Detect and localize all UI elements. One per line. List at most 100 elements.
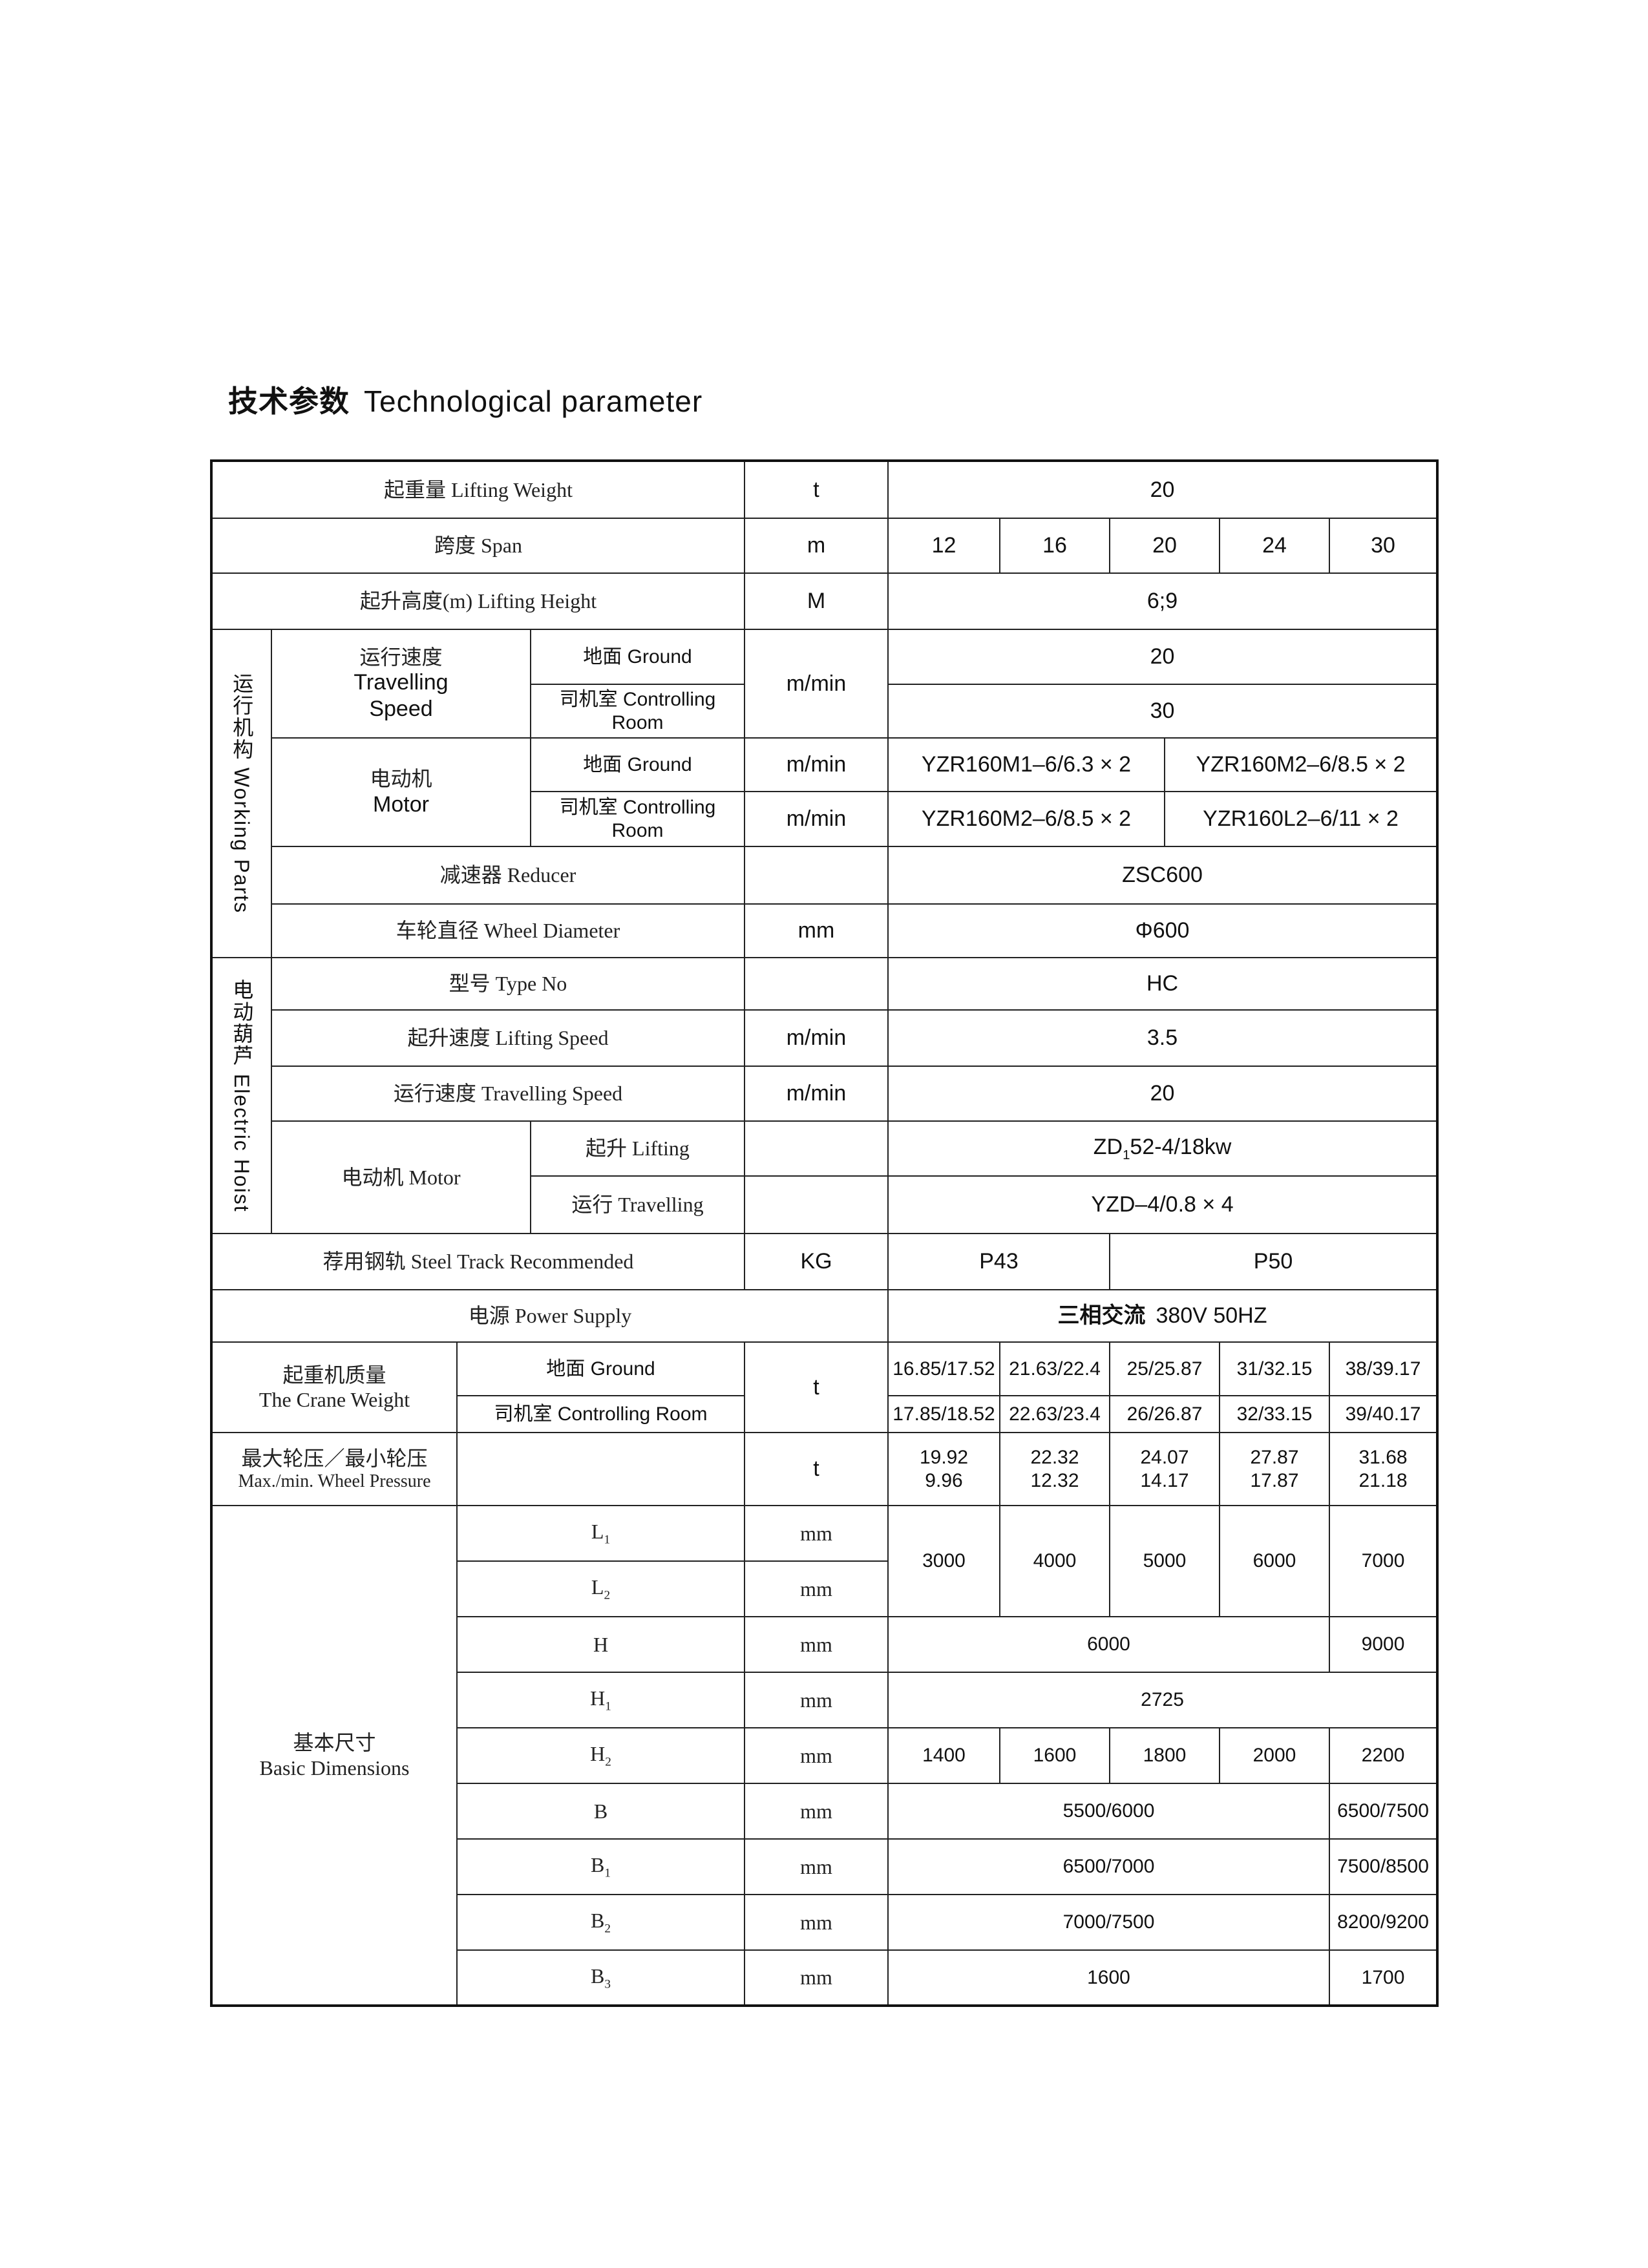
unit: m [744, 518, 889, 574]
value: 21.63/22.4 [999, 1341, 1110, 1396]
sym: H [590, 1742, 606, 1766]
sub: 3 [604, 1977, 611, 1991]
min: 21.18 [1358, 1469, 1408, 1491]
unit: mm [744, 1783, 889, 1840]
value: P50 [1108, 1233, 1439, 1290]
label-cn: 基本尺寸 [293, 1731, 376, 1755]
value: 1600 [887, 1949, 1330, 2006]
value: 8200/9200 [1328, 1894, 1439, 1951]
value: 20 [887, 460, 1439, 519]
motor-label: 电动机 Motor [271, 737, 531, 847]
row-lifting-height: 起升高度(m) Lifting Height M 6;9 [211, 572, 1439, 630]
value: 31.68 21.18 [1328, 1432, 1439, 1506]
sub: 1 [604, 1866, 611, 1880]
working-parts-label: 运行机构 Working Parts [211, 629, 272, 958]
value: 30 [887, 684, 1439, 739]
value-subscript: 1 [1123, 1148, 1130, 1162]
label: 电动机 Motor [271, 1120, 531, 1234]
value: 9000 [1328, 1616, 1439, 1673]
value: 7500/8500 [1328, 1838, 1439, 1895]
value: ZSC600 [887, 846, 1439, 905]
sub: 1 [604, 1533, 611, 1547]
row-B1: B1 mm 6500/7000 7500/8500 [211, 1838, 1439, 1895]
value: 20 [1109, 518, 1220, 574]
max: 27.87 [1250, 1446, 1299, 1468]
value: ZD152-4/18kw [887, 1120, 1439, 1177]
value: Φ600 [887, 903, 1439, 958]
value: 2725 [887, 1672, 1439, 1728]
symbol: B2 [456, 1894, 745, 1951]
row-hoist-motor-lifting: 电动机 Motor 起升 Lifting ZD152-4/18kw [211, 1120, 1439, 1234]
value: 25/25.87 [1109, 1341, 1220, 1396]
unit [744, 1175, 889, 1234]
page-title: 技术参数 Technological parameter [228, 378, 703, 421]
label-en: Travelling [354, 670, 449, 695]
sym: B [591, 1964, 605, 1988]
unit: m/min [744, 1009, 889, 1067]
sym: H [590, 1686, 606, 1710]
symbol: H1 [456, 1672, 745, 1728]
symbol: B3 [456, 1949, 745, 2006]
unit: mm [744, 1616, 889, 1673]
value: 7000/7500 [887, 1894, 1330, 1951]
value: 4000 [999, 1505, 1110, 1617]
row-B: B mm 5500/6000 6500/7500 [211, 1783, 1439, 1840]
unit: mm [744, 1949, 889, 2006]
min: 17.87 [1250, 1469, 1299, 1491]
max: 24.07 [1140, 1446, 1189, 1468]
label: 起升高度(m) Lifting Height [211, 572, 745, 630]
row-travelling-ground: 运行机构 Working Parts 运行速度 Travelling Speed… [211, 629, 1439, 958]
value: YZR160M2–6/8.5 × 2 [887, 791, 1165, 847]
label-en: Max./min. Wheel Pressure [238, 1471, 431, 1491]
value: 6500/7500 [1328, 1783, 1439, 1840]
value-text: 380V 50HZ [1156, 1303, 1267, 1328]
sub: 2 [605, 1755, 611, 1769]
value-text: ZD [1093, 1134, 1123, 1159]
value: 3.5 [887, 1009, 1439, 1067]
value: YZR160L2–6/11 × 2 [1163, 791, 1439, 847]
label: 起重量 Lifting Weight [211, 460, 745, 519]
value: 3000 [887, 1505, 1000, 1617]
label: 车轮直径 Wheel Diameter [271, 903, 745, 958]
sub-label: 地面 Ground [530, 737, 745, 792]
value: 22.63/23.4 [999, 1395, 1110, 1433]
sub-label: 起升 Lifting [530, 1120, 745, 1177]
electric-hoist-label: 电动葫芦 Electric Hoist [211, 957, 272, 1234]
row-hoist-lifting-speed: 起升速度 Lifting Speed m/min 3.5 [211, 1009, 1439, 1067]
value: 6500/7000 [887, 1838, 1330, 1895]
value: 19.92 9.96 [887, 1432, 1000, 1506]
value: 30 [1328, 518, 1439, 574]
row-L2: L2 mm [211, 1560, 1437, 1617]
symbol: B1 [456, 1838, 745, 1895]
label-cn: 电动机 [370, 767, 432, 791]
row-hoist-motor-travelling: 运行 Travelling YZD–4/0.8 × 4 [211, 1175, 1439, 1234]
crane-weight-label: 起重机质量 The Crane Weight [211, 1341, 458, 1433]
value: 24 [1219, 518, 1330, 574]
parameter-table: 起重量 Lifting Weight t 20 跨度 Span m 12 16 … [210, 459, 1439, 2007]
value: 6000 [887, 1616, 1330, 1673]
label-cn: 运行速度 [359, 646, 443, 669]
row-motor-controlling: 司机室 Controlling Room m/min YZR160M2–6/8.… [211, 791, 1439, 847]
value: 39/40.17 [1328, 1395, 1439, 1433]
row-H1: H1 mm 2725 [211, 1672, 1439, 1728]
min: 14.17 [1140, 1469, 1189, 1491]
unit: mm [744, 1838, 889, 1895]
label: 荐用钢轨 Steel Track Recommended [211, 1233, 745, 1290]
min: 12.32 [1030, 1469, 1079, 1491]
label: 运行速度 Travelling Speed [271, 1066, 745, 1122]
label-en: Speed [369, 697, 433, 722]
symbol: L1 [456, 1505, 745, 1562]
value: 6000 [1219, 1505, 1330, 1617]
label-cn: 起重机质量 [282, 1363, 386, 1387]
sub-label: 司机室 Controlling Room [530, 791, 745, 847]
travelling-speed-label: 运行速度 Travelling Speed [271, 629, 531, 739]
unit: mm [744, 903, 889, 958]
value: 27.87 17.87 [1219, 1432, 1330, 1506]
max: 31.68 [1358, 1446, 1408, 1468]
row-lifting-weight: 起重量 Lifting Weight t 20 [211, 460, 1439, 519]
row-power-supply: 电源 Power Supply 三相交流 380V 50HZ [211, 1289, 1439, 1343]
row-B3: B3 mm 1600 1700 [211, 1949, 1439, 2006]
symbol: H [456, 1616, 745, 1673]
unit: t [744, 460, 889, 519]
sym: B [591, 1853, 605, 1877]
